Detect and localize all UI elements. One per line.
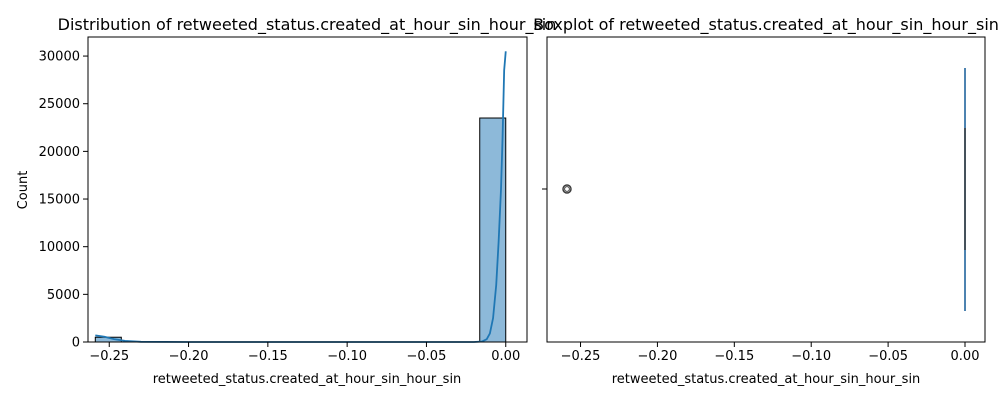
boxplot-panel: −0.25 −0.20 −0.15 −0.10 −0.05 0.00 Boxplot of… [533, 15, 999, 387]
boxplot-x-ticks: −0.25 −0.20 −0.15 −0.10 −0.05 0.00 [561, 342, 980, 364]
histogram-x-tick-label: −0.10 [327, 349, 367, 364]
boxplot-title: Boxplot of retweeted_status.created_at_h… [533, 15, 999, 35]
boxplot-outlier-inner [564, 186, 570, 192]
histogram-title: Distribution of retweeted_status.created… [58, 15, 557, 35]
boxplot-axes-frame [546, 36, 986, 343]
boxplot-marks [562, 68, 966, 311]
boxplot-outlier [562, 184, 572, 194]
histogram-x-tick-label: −0.20 [169, 349, 209, 364]
histogram-y-tick-label: 10000 [39, 240, 80, 255]
histogram-y-ticks: 0 5000 10000 15000 20000 25000 30000 [39, 50, 88, 351]
boxplot-x-tick-label: −0.05 [868, 349, 908, 364]
boxplot-x-tick-label: −0.25 [561, 349, 601, 364]
histogram-y-tick-label: 20000 [39, 145, 80, 160]
histogram-y-tick-label: 15000 [39, 193, 80, 208]
histogram-x-tick-label: 0.00 [491, 349, 520, 364]
boxplot-x-tick-label: −0.10 [791, 349, 831, 364]
histogram-axes-frame [87, 36, 528, 343]
histogram-y-tick-label: 5000 [47, 288, 80, 303]
histogram-y-axis-label: Count [16, 171, 31, 210]
boxplot-x-tick-label: 0.00 [951, 349, 980, 364]
histogram-panel: −0.25 −0.20 −0.15 −0.10 −0.05 0.00 0 5000 10000… [16, 15, 556, 387]
histogram-y-tick-label: 0 [72, 336, 80, 351]
histogram-x-axis-label: retweeted_status.created_at_hour_sin_hou… [153, 372, 462, 387]
histogram-x-tick-label: −0.15 [248, 349, 288, 364]
histogram-x-tick-label: −0.25 [89, 349, 129, 364]
histogram-y-tick-label: 30000 [39, 50, 80, 65]
histogram-x-ticks: −0.25 −0.20 −0.15 −0.10 −0.05 0.00 [89, 342, 520, 364]
boxplot-x-axis-label: retweeted_status.created_at_hour_sin_hou… [612, 372, 921, 387]
boxplot-x-tick-label: −0.20 [638, 349, 678, 364]
histogram-x-tick-label: −0.05 [407, 349, 447, 364]
boxplot-x-tick-label: −0.15 [714, 349, 754, 364]
histogram-y-tick-label: 25000 [39, 97, 80, 112]
